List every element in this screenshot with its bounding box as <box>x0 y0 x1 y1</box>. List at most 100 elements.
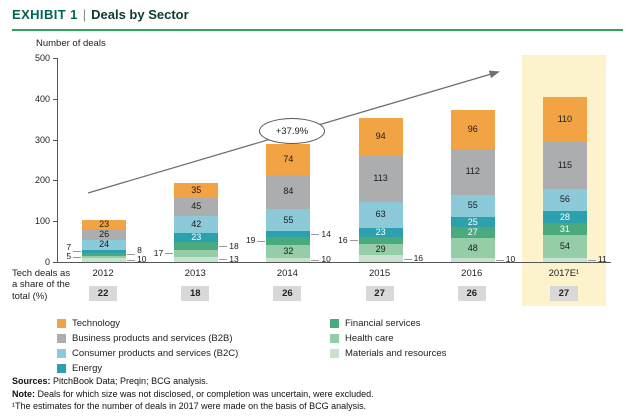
tech-share-value: 26 <box>273 286 302 301</box>
legend-column: Technology Business products and services… <box>57 318 330 374</box>
segment-value-label: 25 <box>467 216 478 227</box>
y-tick-mark <box>53 139 58 141</box>
bar-segment: 23 <box>82 219 127 230</box>
leader-line <box>403 258 412 260</box>
stacked-bar-chart: 0 100 200 300 400 500 10 5 8 7 24 26 23 13 17 18 23 42 45 3… <box>0 53 635 318</box>
legend-swatch <box>330 319 339 328</box>
legend-swatch <box>57 319 66 328</box>
note-text: Deals for which size was not disclosed, … <box>35 388 374 399</box>
x-axis-label: 2012 <box>92 268 114 279</box>
segment-value-label: 10 <box>137 254 147 265</box>
leader-line <box>73 256 82 258</box>
leader-line <box>219 246 228 248</box>
tech-share-value: 22 <box>89 286 118 301</box>
segment-value-label: 24 <box>99 239 110 250</box>
leader-line <box>311 234 320 236</box>
legend-label: Materials and resources <box>345 348 447 359</box>
segment-value-label: 17 <box>153 247 164 258</box>
y-tick-mark <box>53 98 58 100</box>
legend-item: Technology <box>57 318 330 329</box>
leader-line <box>73 251 82 253</box>
leader-line <box>311 259 320 261</box>
y-tick-mark <box>53 58 58 59</box>
tech-share-label-line: a share of the <box>12 279 71 291</box>
leader-line <box>495 259 504 261</box>
leader-line <box>165 253 174 255</box>
y-tick-label: 500 <box>34 53 50 63</box>
segment-value-label: 13 <box>229 253 239 264</box>
legend-swatch <box>57 349 66 358</box>
x-axis-label: 2016 <box>461 268 483 279</box>
note-line: Note: Deals for which size was not discl… <box>12 388 374 401</box>
leader-line <box>127 254 136 256</box>
legend-item: Materials and resources <box>330 348 446 359</box>
y-tick-label: 0 <box>44 257 50 267</box>
segment-value-label: 55 <box>467 200 478 211</box>
segment-value-label: 35 <box>191 184 202 195</box>
legend-swatch <box>330 334 339 343</box>
legend-item: Energy <box>57 363 330 374</box>
header-rule <box>12 29 623 31</box>
bar-segment: 25 <box>450 216 495 228</box>
segment-value-label: 113 <box>373 173 388 184</box>
segment-value-label: 63 <box>375 209 386 220</box>
bar-segment: 31 <box>542 222 587 236</box>
page-title: Deals by Sector <box>91 7 189 22</box>
bar-segment <box>82 252 127 256</box>
segment-value-label: 14 <box>321 228 331 239</box>
exhibit-header: EXHIBIT 1 | Deals by Sector <box>12 7 189 22</box>
segment-value-label: 26 <box>99 229 110 240</box>
y-axis-title: Number of deals <box>36 38 106 49</box>
bar-segment <box>82 249 127 253</box>
header-separator: | <box>82 7 87 22</box>
leader-line <box>587 259 596 261</box>
legend-label: Financial services <box>345 318 421 329</box>
sources-text: PitchBook Data; Preqin; BCG analysis. <box>50 376 209 386</box>
bar-segment: 84 <box>266 174 311 209</box>
segment-value-label: 18 <box>229 240 239 251</box>
bar-segment: 115 <box>542 141 587 189</box>
leader-line <box>127 259 136 261</box>
bar-segment: 63 <box>358 202 403 228</box>
bar-segment <box>174 256 219 262</box>
tech-share-label-line: Tech deals as <box>12 268 71 279</box>
segment-value-label: 54 <box>559 240 570 251</box>
segment-value-label: 8 <box>137 244 142 255</box>
y-tick-label: 400 <box>34 93 50 104</box>
segment-value-label: 5 <box>66 251 72 262</box>
legend-label: Energy <box>72 363 103 374</box>
bar-segment: 24 <box>82 239 127 250</box>
legend-label: Consumer products and services (B2C) <box>72 348 239 359</box>
segment-value-label: 19 <box>245 235 256 246</box>
segment-value-label: 96 <box>467 123 478 134</box>
leader-line <box>349 240 358 242</box>
segment-value-label: 16 <box>338 234 348 245</box>
bar-segment <box>266 231 311 238</box>
segment-value-label: 10 <box>505 254 516 265</box>
cagr-annotation: +37.9% <box>259 118 325 144</box>
legend: Technology Business products and services… <box>57 318 446 374</box>
legend-label: Business products and services (B2B) <box>72 333 233 344</box>
bar-segment <box>358 255 403 262</box>
x-axis-label: 2014 <box>276 268 298 279</box>
segment-value-label: 55 <box>283 214 294 225</box>
leader-line <box>257 240 266 242</box>
y-tick-mark <box>53 221 58 223</box>
tech-share-value: 18 <box>181 286 210 301</box>
bar-segment: 23 <box>358 227 403 238</box>
exhibit-label: EXHIBIT 1 <box>12 7 78 22</box>
bar-segment: 54 <box>542 235 587 258</box>
bar-segment: 23 <box>174 233 219 243</box>
segment-value-label: 32 <box>283 245 294 256</box>
bar-segment: 27 <box>450 227 495 239</box>
bar-segment: 48 <box>450 238 495 258</box>
bar-segment <box>450 257 495 262</box>
legend-swatch <box>57 364 66 373</box>
bar-segment <box>358 237 403 244</box>
segment-value-label: 27 <box>467 227 478 238</box>
plot-area: 0 100 200 300 400 500 10 5 8 7 24 26 23 13 17 18 23 42 45 3… <box>35 53 611 267</box>
bar-segment: 94 <box>358 117 403 156</box>
legend-item: Business products and services (B2B) <box>57 333 330 344</box>
legend-label: Health care <box>345 333 394 344</box>
